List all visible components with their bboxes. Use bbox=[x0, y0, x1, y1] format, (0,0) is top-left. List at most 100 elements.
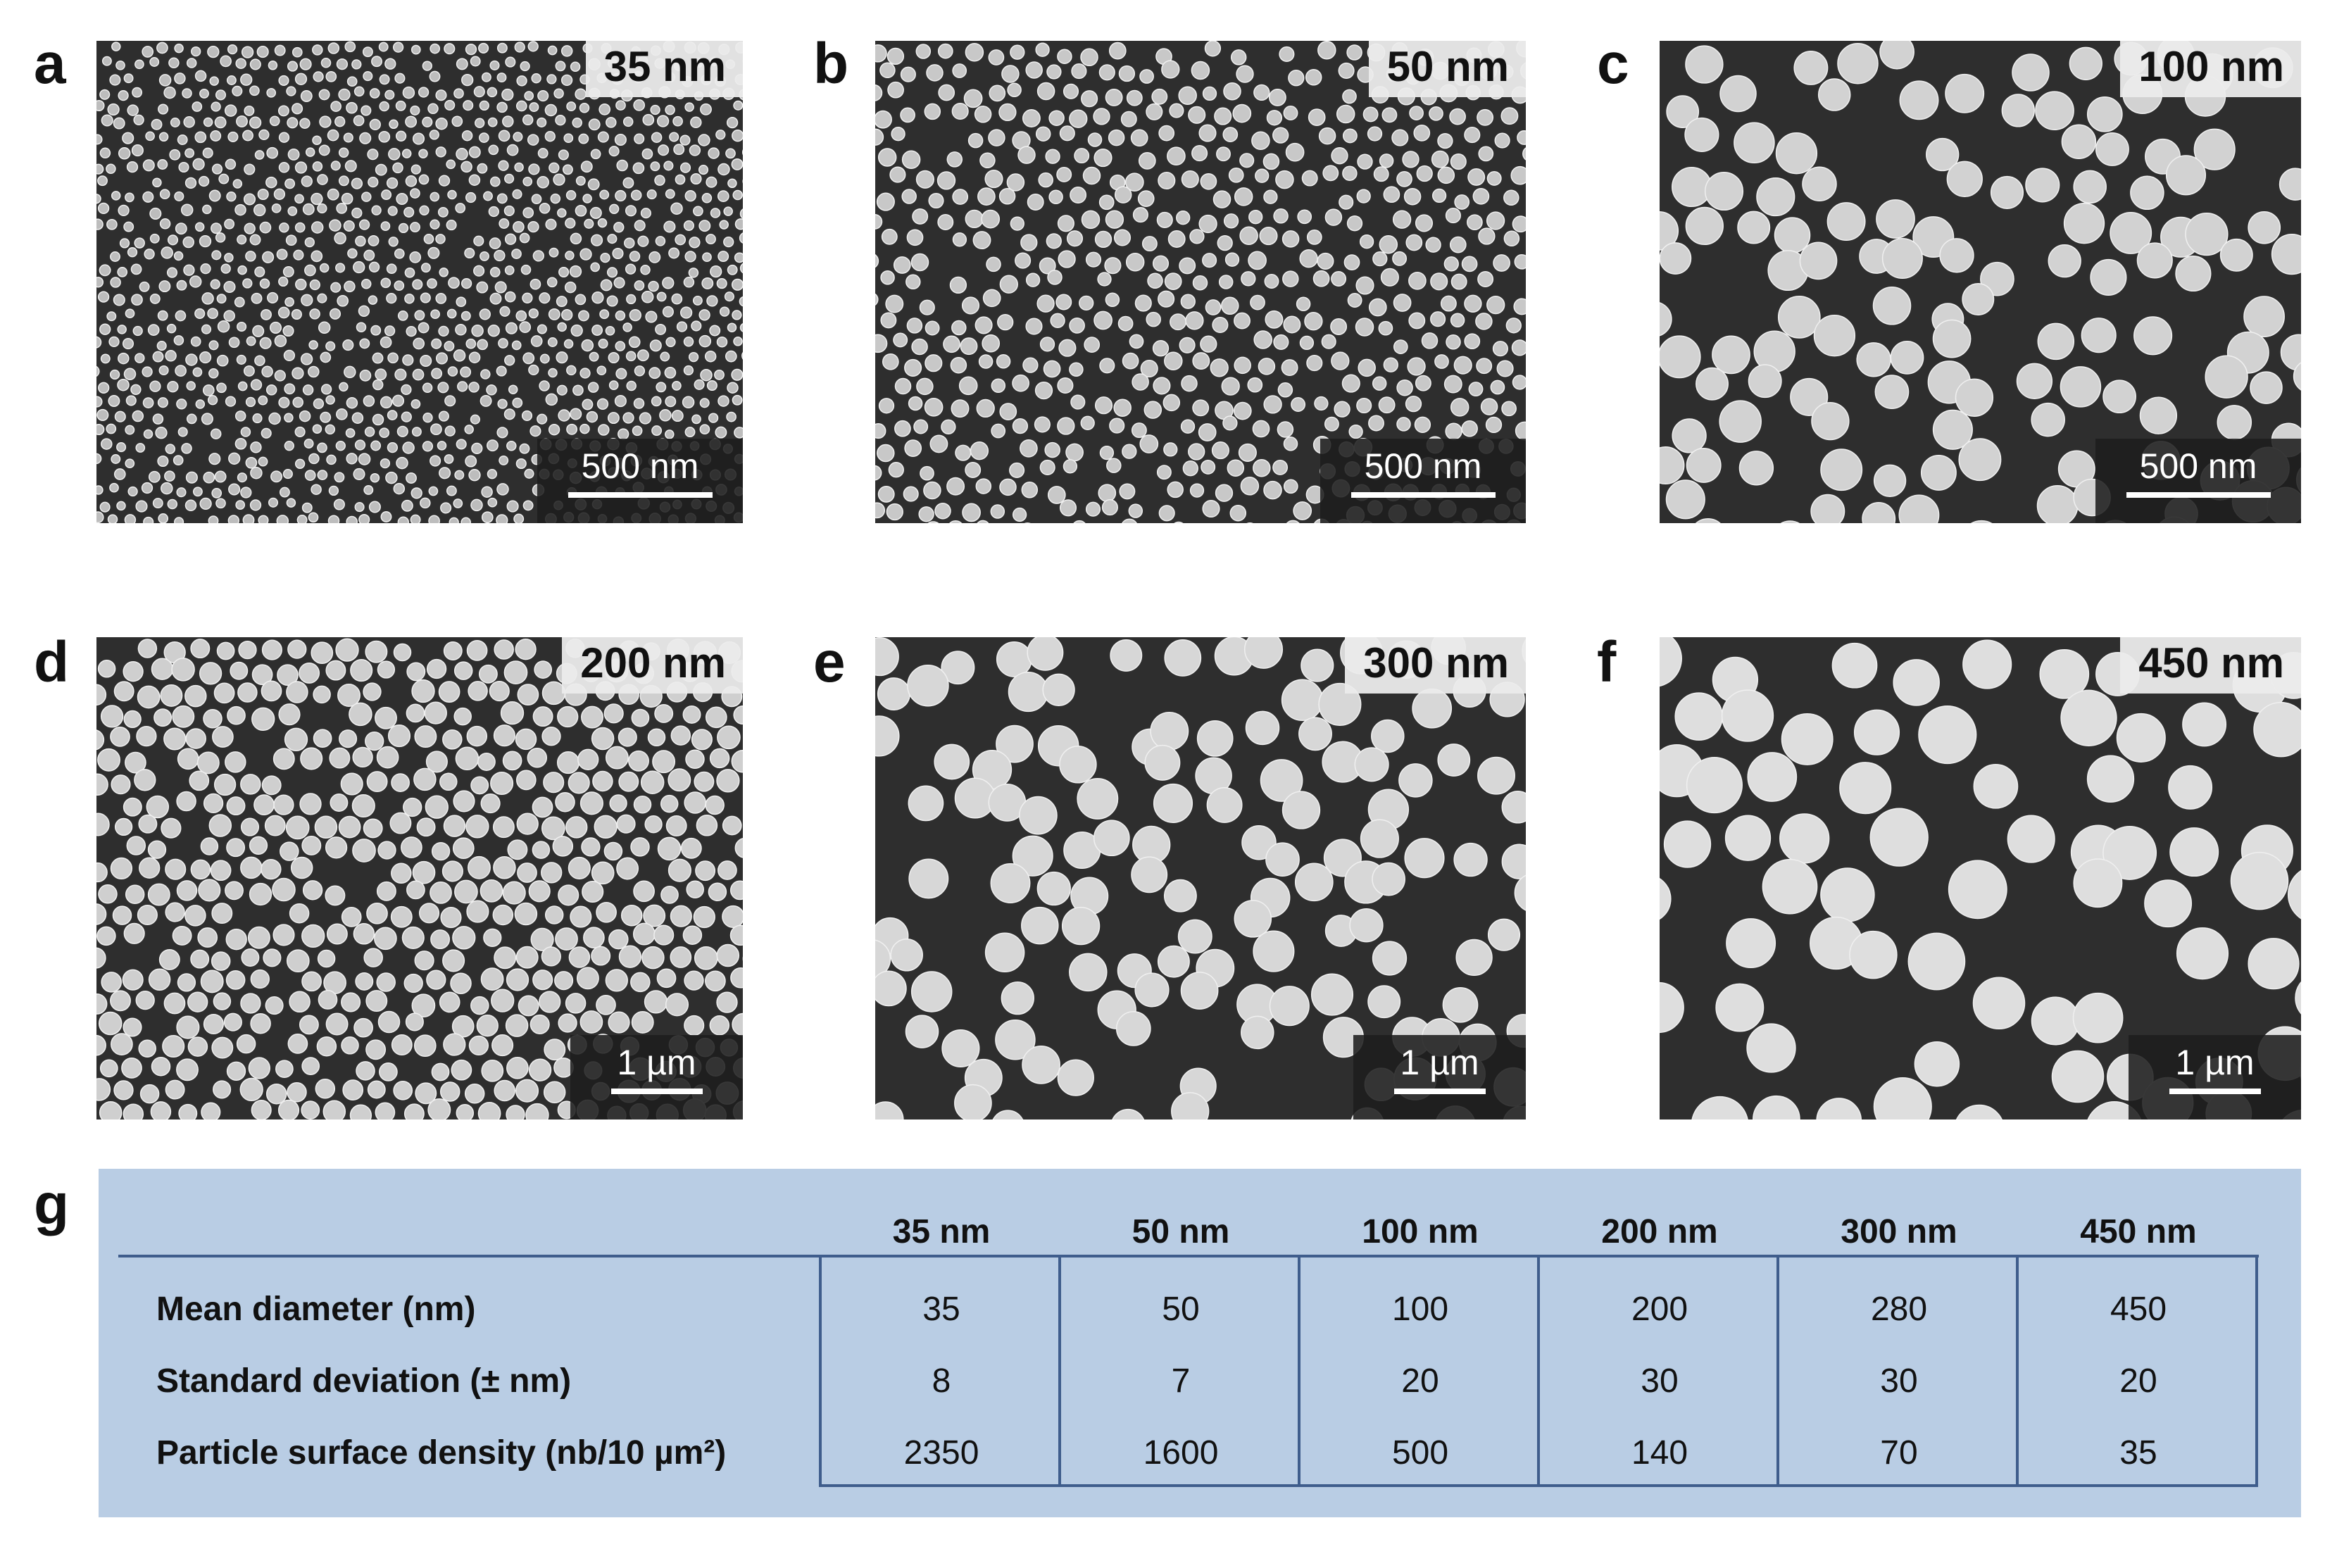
particle bbox=[1660, 637, 1682, 687]
particle bbox=[223, 1012, 242, 1031]
particle bbox=[2073, 170, 2107, 204]
particle bbox=[1153, 377, 1171, 395]
particle bbox=[189, 275, 202, 288]
particle bbox=[1522, 147, 1526, 161]
particle bbox=[241, 46, 254, 58]
particle bbox=[529, 278, 541, 290]
particle bbox=[96, 408, 109, 421]
particle bbox=[1097, 272, 1112, 287]
particle bbox=[180, 203, 194, 216]
particle bbox=[522, 352, 535, 365]
particle bbox=[1907, 932, 1966, 991]
particle bbox=[1105, 210, 1124, 229]
particle bbox=[96, 277, 104, 288]
particle bbox=[1255, 168, 1270, 183]
particle bbox=[422, 441, 434, 452]
particle bbox=[726, 116, 739, 129]
particle bbox=[1169, 103, 1184, 118]
particle bbox=[694, 771, 715, 792]
particle bbox=[374, 927, 397, 951]
particle bbox=[1055, 294, 1072, 311]
particle bbox=[1059, 125, 1075, 142]
particle bbox=[470, 56, 481, 67]
particle bbox=[1898, 494, 1940, 523]
particle bbox=[327, 515, 340, 523]
particle bbox=[209, 76, 219, 86]
particle bbox=[579, 1010, 603, 1034]
particle bbox=[670, 946, 692, 968]
particle bbox=[344, 365, 356, 379]
particle bbox=[309, 308, 320, 320]
particle bbox=[132, 325, 143, 337]
particle bbox=[1856, 342, 1891, 377]
particle bbox=[123, 661, 144, 682]
particle bbox=[1362, 106, 1379, 123]
particle bbox=[337, 294, 349, 307]
particle bbox=[397, 311, 408, 321]
particle bbox=[480, 879, 503, 903]
particle bbox=[453, 661, 473, 680]
particle bbox=[113, 1080, 134, 1100]
header-rule bbox=[118, 1255, 2259, 1257]
particle bbox=[97, 202, 110, 215]
particle bbox=[99, 264, 111, 277]
particle bbox=[300, 747, 323, 770]
sem-image-c: 100 nm 500 nm bbox=[1660, 41, 2301, 523]
panel-letter-a: a bbox=[34, 32, 66, 96]
particle bbox=[1253, 930, 1295, 972]
particle bbox=[633, 880, 655, 903]
particle bbox=[1487, 918, 1521, 951]
particle bbox=[470, 996, 489, 1015]
particle bbox=[287, 61, 299, 72]
particle bbox=[148, 470, 161, 483]
particle bbox=[513, 513, 525, 523]
particle bbox=[665, 337, 676, 347]
particle bbox=[941, 651, 975, 685]
particle bbox=[325, 1012, 349, 1036]
particle-size-label: 200 nm bbox=[562, 637, 743, 694]
particle bbox=[739, 232, 743, 244]
particle bbox=[287, 117, 299, 129]
particle bbox=[96, 453, 102, 465]
particle bbox=[227, 131, 239, 142]
particle bbox=[732, 310, 742, 320]
particle bbox=[1291, 397, 1306, 412]
particle bbox=[1486, 295, 1505, 315]
particle bbox=[1468, 382, 1484, 397]
particle bbox=[537, 324, 547, 334]
particle bbox=[176, 880, 198, 901]
particle bbox=[294, 426, 306, 437]
particle bbox=[1862, 501, 1896, 523]
particle bbox=[1496, 360, 1514, 377]
particle bbox=[529, 425, 541, 437]
particle bbox=[431, 1062, 450, 1081]
particle bbox=[583, 927, 605, 949]
particle bbox=[582, 194, 592, 203]
particle bbox=[155, 427, 168, 439]
particle bbox=[632, 922, 656, 946]
particle bbox=[363, 948, 383, 967]
particle bbox=[491, 989, 515, 1012]
particle bbox=[641, 291, 654, 303]
particle bbox=[158, 513, 169, 523]
particle bbox=[311, 641, 334, 665]
particle bbox=[274, 334, 287, 347]
particle bbox=[1171, 1092, 1210, 1119]
particle bbox=[565, 218, 576, 229]
particle bbox=[256, 46, 269, 58]
particle bbox=[423, 234, 434, 244]
particle bbox=[447, 366, 458, 377]
particle bbox=[605, 969, 628, 992]
particle bbox=[461, 73, 474, 87]
particle bbox=[289, 991, 311, 1013]
particle bbox=[1174, 521, 1184, 523]
table-cell: 20 bbox=[2119, 1362, 2157, 1400]
particle bbox=[1873, 1077, 1932, 1119]
particle bbox=[284, 383, 296, 395]
particle bbox=[2087, 1101, 2142, 1119]
table-cell: 35 bbox=[922, 1291, 960, 1328]
particle bbox=[287, 206, 298, 216]
particle bbox=[185, 471, 198, 484]
particle bbox=[261, 775, 282, 796]
particle bbox=[292, 103, 303, 115]
